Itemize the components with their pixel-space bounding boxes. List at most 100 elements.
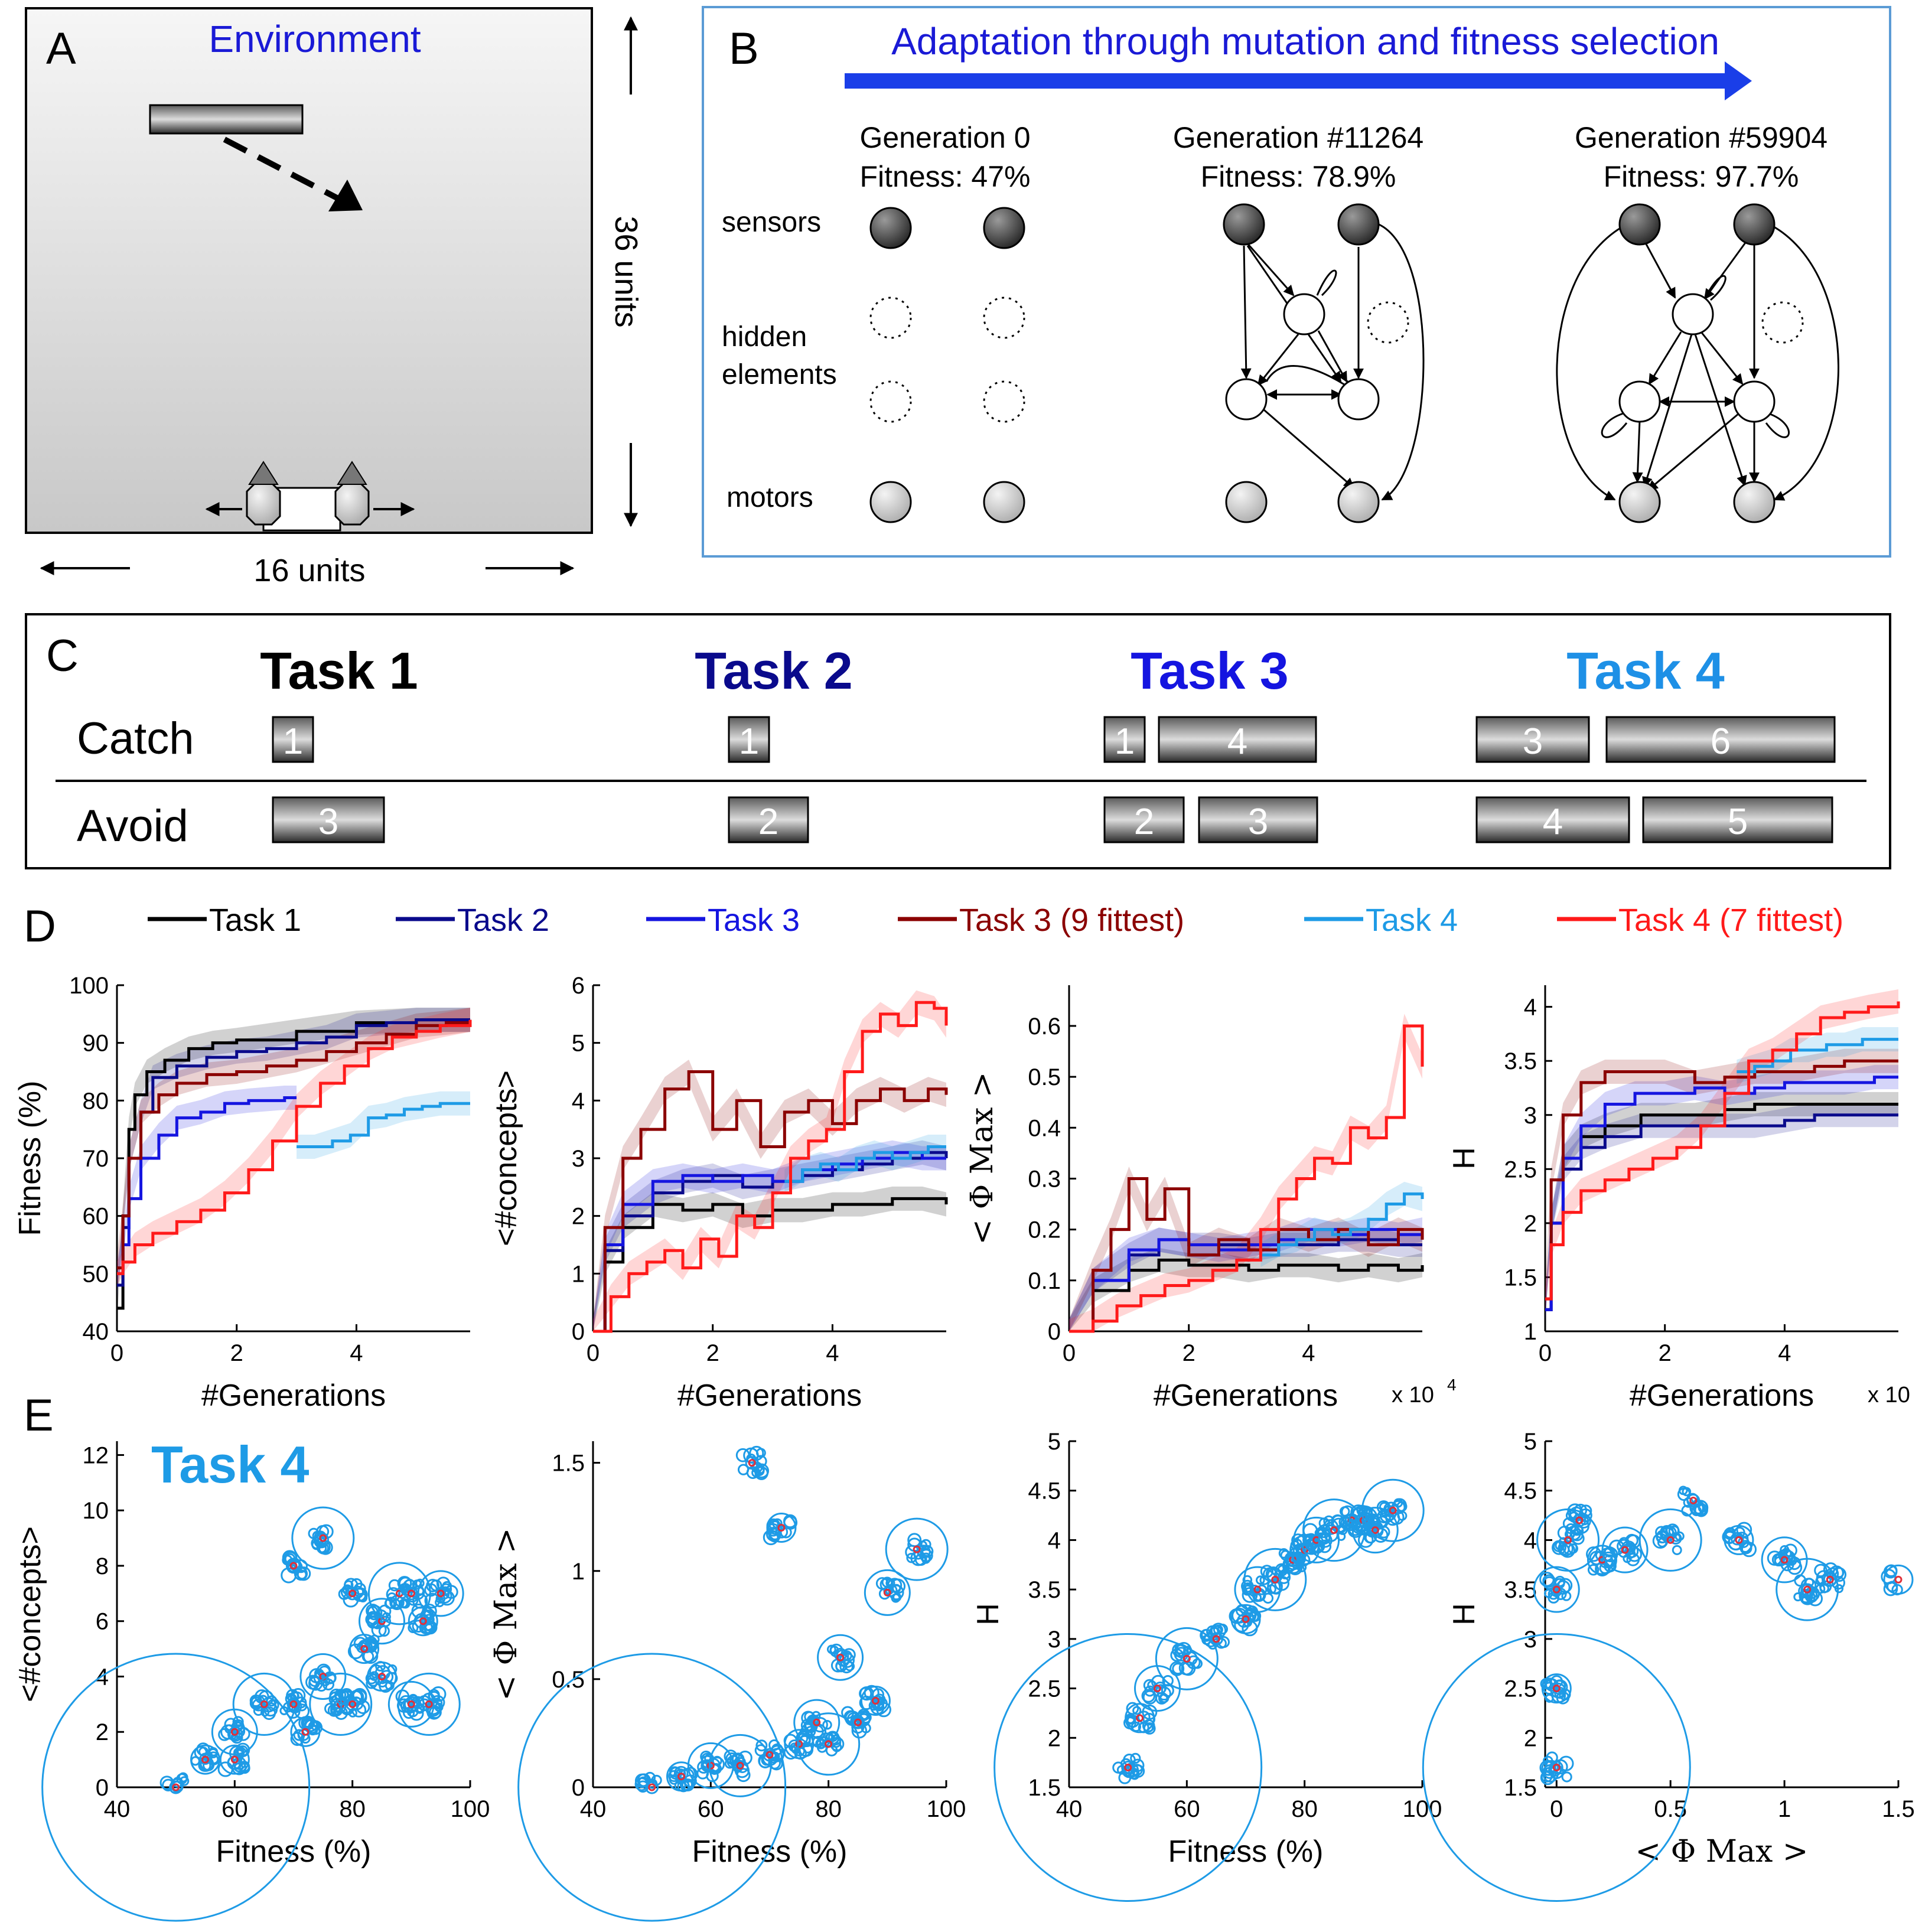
scatter-point (397, 1672, 461, 1736)
scatter-point (1234, 1617, 1249, 1633)
scatter-point (864, 1569, 911, 1616)
scatter-point (1561, 1771, 1572, 1783)
highlight-point (777, 1524, 786, 1532)
x-tick-label: 4 (350, 1340, 363, 1366)
series-band (117, 1008, 470, 1286)
scatter-point (1783, 1543, 1797, 1558)
y-axis-label: H (1447, 1603, 1481, 1625)
scatter-point (832, 1742, 842, 1752)
scatter-point (860, 1686, 891, 1716)
adaptation-arrowhead (1725, 61, 1752, 100)
scatter-point (729, 1753, 744, 1768)
chart-d3: 0 2 4 0 0.1 0.2 0.3 0.4 0.5 0.6 #Generations < Φ Ma… (965, 985, 1457, 1413)
scatter-point (291, 1506, 355, 1570)
y-tick-label: 8 (96, 1553, 109, 1579)
panel-a: A Environment 36 units 16 units (25, 7, 644, 588)
highlight-point (883, 1588, 891, 1597)
y-tick-label: 40 (83, 1319, 109, 1345)
row-avoid-label: Avoid (77, 801, 188, 851)
motor-node (983, 481, 1025, 523)
scatter-point (377, 1674, 387, 1685)
plot-area (1545, 1441, 1898, 1787)
environment-title: Environment (209, 18, 421, 60)
hidden-node (1283, 293, 1325, 335)
scatter-point (1666, 1523, 1680, 1537)
highlight-point (765, 1751, 774, 1759)
catch-block-size: 1 (1115, 721, 1135, 762)
hidden-node (1672, 293, 1714, 335)
y-axis-label: < Φ Max > (488, 1528, 524, 1701)
x-tick-label: 1.5 (1882, 1796, 1915, 1822)
x-tick-label: 40 (1056, 1796, 1083, 1822)
task-title: Task 4 (1566, 641, 1724, 700)
x-axis-label: < Φ Max > (1636, 1834, 1809, 1869)
scatter-point (1132, 1706, 1142, 1715)
scatter-point (1158, 1693, 1168, 1704)
catch-block-size: 6 (1711, 721, 1731, 762)
y-axis-label: Fitness (%) (13, 1081, 47, 1236)
row-label-elements: elements (722, 359, 837, 390)
series-line (593, 1151, 948, 1333)
scatter-point (1243, 1547, 1307, 1611)
scatter-point (1771, 1553, 1786, 1566)
y-tick-label: 2 (572, 1204, 585, 1230)
scatter-point (696, 1767, 709, 1780)
block-trajectory-arrow (223, 136, 344, 204)
scatter-point (1587, 1564, 1600, 1576)
series-band (593, 1140, 946, 1331)
generation-2-fitness: Fitness: 97.7% (1604, 160, 1799, 193)
scatter-point (1741, 1542, 1757, 1558)
x-tick-label: 4 (826, 1340, 839, 1366)
scatter-point (1376, 1500, 1391, 1514)
sensor-node (1618, 203, 1661, 246)
scatter-point (1657, 1537, 1667, 1547)
scatter-point (436, 1576, 451, 1591)
task-title: Task 3 (1131, 641, 1288, 700)
generation-2-title: Generation #59904 (1575, 121, 1827, 154)
scatter-point (329, 1688, 344, 1703)
adaptation-arrow-shaft (845, 73, 1725, 89)
scatter-point (645, 1780, 659, 1794)
panel-b: B Adaptation through mutation and fitnes… (702, 6, 1891, 558)
scatter-point (412, 1620, 425, 1633)
scatter-point (763, 1748, 777, 1762)
large-marker (993, 1633, 1263, 1902)
y-tick-label: 5 (1524, 1429, 1537, 1455)
y-tick-label: 3 (1524, 1103, 1537, 1129)
scatter-point (1255, 1575, 1265, 1585)
highlight-point (854, 1718, 862, 1726)
x-tick-label: 1 (1778, 1796, 1791, 1822)
y-tick-label: 70 (83, 1146, 109, 1172)
scatter-point (1627, 1546, 1642, 1562)
y-tick-label: 5 (572, 1031, 585, 1057)
series-band (117, 1008, 470, 1281)
highlight-point (1564, 1536, 1572, 1544)
generation-0-title: Generation 0 (859, 121, 1030, 154)
scatter-point (418, 1698, 431, 1712)
catch-block-size: 3 (1523, 721, 1543, 762)
environment-box (25, 7, 593, 534)
panel-d-letter: D (24, 901, 56, 952)
scatter-point (286, 1697, 301, 1711)
scatter-point (888, 1584, 904, 1601)
y-tick-label: 10 (83, 1498, 109, 1524)
y-tick-label: 3.5 (1028, 1577, 1061, 1603)
scatter-point (1130, 1752, 1141, 1764)
series-band (1737, 1027, 1898, 1084)
highlight-point (201, 1755, 209, 1764)
y-tick-label: 1 (1524, 1319, 1537, 1345)
x-tick-label: 80 (815, 1796, 842, 1822)
motor-node (869, 481, 912, 523)
x-tick-label: 0 (587, 1340, 600, 1366)
large-marker (41, 1653, 311, 1922)
row-label-sensors: sensors (722, 207, 821, 238)
scatter-point (1541, 1673, 1572, 1704)
chart-e3: 40 60 80 100 1.5 2 2.5 3 3.5 4 4.5 5 Fitness (%) H (971, 1429, 1442, 1902)
width-label: 16 units (253, 553, 365, 588)
x-scale-multiplier: x 10 (1868, 1383, 1910, 1408)
y-tick-label: 3 (1524, 1627, 1537, 1653)
scatter-point (1542, 1574, 1556, 1588)
scatter-point (1686, 1493, 1701, 1507)
scatter-point (386, 1587, 401, 1602)
